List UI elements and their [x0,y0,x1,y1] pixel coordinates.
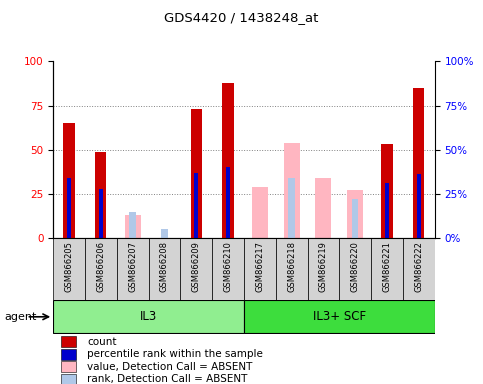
Bar [252,187,268,238]
Text: GSM866219: GSM866219 [319,241,328,292]
Bar [161,229,168,238]
Bar [413,88,425,238]
Bar [129,212,136,238]
Bar [417,174,421,238]
Text: GDS4420 / 1438248_at: GDS4420 / 1438248_at [164,12,319,25]
Bar [385,183,389,238]
Bar [284,143,299,238]
Bar [149,238,180,300]
Text: count: count [87,336,117,347]
Bar [194,173,198,238]
Text: value, Detection Call = ABSENT: value, Detection Call = ABSENT [87,361,253,372]
Text: GSM866205: GSM866205 [65,241,73,292]
Text: GSM866218: GSM866218 [287,241,296,292]
Bar [180,238,212,300]
Bar [226,167,230,238]
Bar [223,83,234,238]
Bar [99,189,103,238]
Bar [53,238,85,300]
Bar [85,238,117,300]
Bar [61,361,76,372]
Bar [382,144,393,238]
Text: GSM866208: GSM866208 [160,241,169,292]
Bar [315,178,331,238]
Text: GSM866221: GSM866221 [383,241,392,292]
Text: GSM866222: GSM866222 [414,241,423,292]
Bar [95,152,106,238]
Text: percentile rank within the sample: percentile rank within the sample [87,349,263,359]
Bar [352,199,358,238]
Text: rank, Detection Call = ABSENT: rank, Detection Call = ABSENT [87,374,248,384]
Bar [276,238,308,300]
Bar [308,238,339,300]
Bar [61,336,76,347]
Bar [288,178,295,238]
Text: IL3+ SCF: IL3+ SCF [313,310,366,323]
Bar [125,215,141,238]
Text: GSM866209: GSM866209 [192,241,201,292]
Bar [61,374,76,384]
Bar [244,300,435,333]
Text: GSM866220: GSM866220 [351,241,360,292]
Bar [244,238,276,300]
Bar [339,238,371,300]
Bar [61,349,76,359]
Text: GSM866217: GSM866217 [256,241,264,292]
Text: GSM866207: GSM866207 [128,241,137,292]
Text: IL3: IL3 [140,310,157,323]
Bar [371,238,403,300]
Bar [63,123,74,238]
Text: GSM866206: GSM866206 [96,241,105,292]
Bar [403,238,435,300]
Bar [117,238,149,300]
Bar [67,178,71,238]
Bar [212,238,244,300]
Text: agent: agent [5,312,37,322]
Bar [53,300,244,333]
Bar [347,190,363,238]
Bar [191,109,202,238]
Text: GSM866210: GSM866210 [224,241,232,292]
